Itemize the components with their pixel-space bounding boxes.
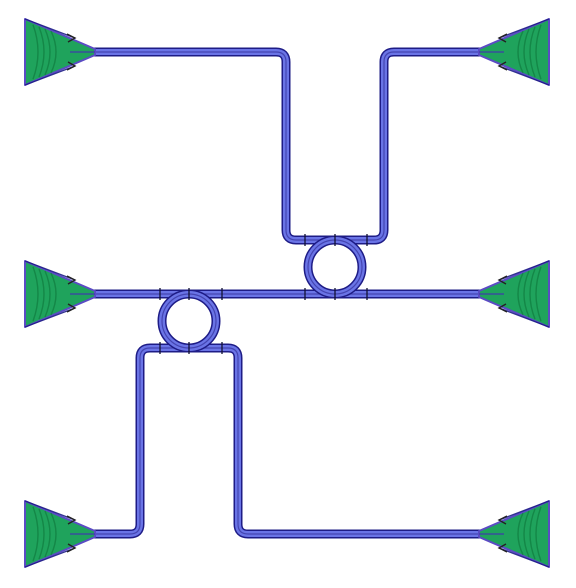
grating-arc (38, 26, 45, 78)
grating-arc (523, 28, 530, 76)
gc-top-right (478, 18, 550, 86)
drop-waveguide-lower-fill (94, 345, 480, 537)
coupler-marker (66, 303, 77, 313)
drop-waveguide-lower-outline (94, 343, 480, 539)
gc-mid-right (478, 260, 550, 328)
drop-waveguide-lower-core (94, 347, 480, 535)
coupler-edge (24, 18, 76, 86)
gc-top-left (24, 18, 96, 86)
grating-arc (535, 266, 542, 322)
ring-upper-core (307, 239, 363, 295)
gc-bottom-right (478, 500, 550, 568)
grating-arc (529, 26, 536, 78)
grating-arc (50, 30, 57, 74)
coupler-marker (497, 275, 508, 285)
coupler-marker (66, 275, 77, 285)
port-marker-layer (159, 234, 368, 354)
grating-arc (523, 270, 530, 318)
coupler-marker (497, 543, 508, 553)
grating-arc (535, 24, 542, 80)
coupler-marker (497, 515, 508, 525)
grating-arc (529, 268, 536, 320)
coupler-edge (498, 18, 550, 86)
coupler-edge (498, 260, 550, 328)
grating-arc (50, 272, 57, 316)
grating-arc (32, 24, 39, 80)
grating-arc (32, 506, 39, 562)
coupler-marker (497, 33, 508, 43)
coupler-edge (24, 500, 76, 568)
coupler-marker (66, 61, 77, 71)
ring-lower (157, 289, 221, 353)
ring-lower-core (161, 293, 217, 349)
grating-arc (517, 30, 524, 74)
coupler-edge (498, 500, 550, 568)
coupler-layer (24, 18, 550, 568)
grating-arc (32, 266, 39, 322)
drop-waveguide-lower (94, 343, 480, 539)
grating-arc (38, 508, 45, 560)
coupler-marker (497, 61, 508, 71)
grating-arc (44, 28, 51, 76)
grating-arc (44, 270, 51, 318)
grating-arc (529, 508, 536, 560)
coupler-edge (24, 260, 76, 328)
coupler-marker (66, 515, 77, 525)
grating-arc (44, 510, 51, 558)
gc-bottom-left (24, 500, 96, 568)
drop-waveguide-upper (94, 47, 480, 245)
grating-arc (517, 512, 524, 556)
ring-upper (303, 235, 367, 299)
grating-arc (523, 510, 530, 558)
waveguide-layer (94, 47, 480, 539)
grating-arc (38, 268, 45, 320)
drop-waveguide-upper-fill (94, 49, 480, 243)
coupler-marker (66, 33, 77, 43)
coupler-marker (497, 303, 508, 313)
gc-mid-left (24, 260, 96, 328)
grating-arc (50, 512, 57, 556)
grating-arc (517, 272, 524, 316)
grating-arc (535, 506, 542, 562)
coupler-marker (66, 543, 77, 553)
